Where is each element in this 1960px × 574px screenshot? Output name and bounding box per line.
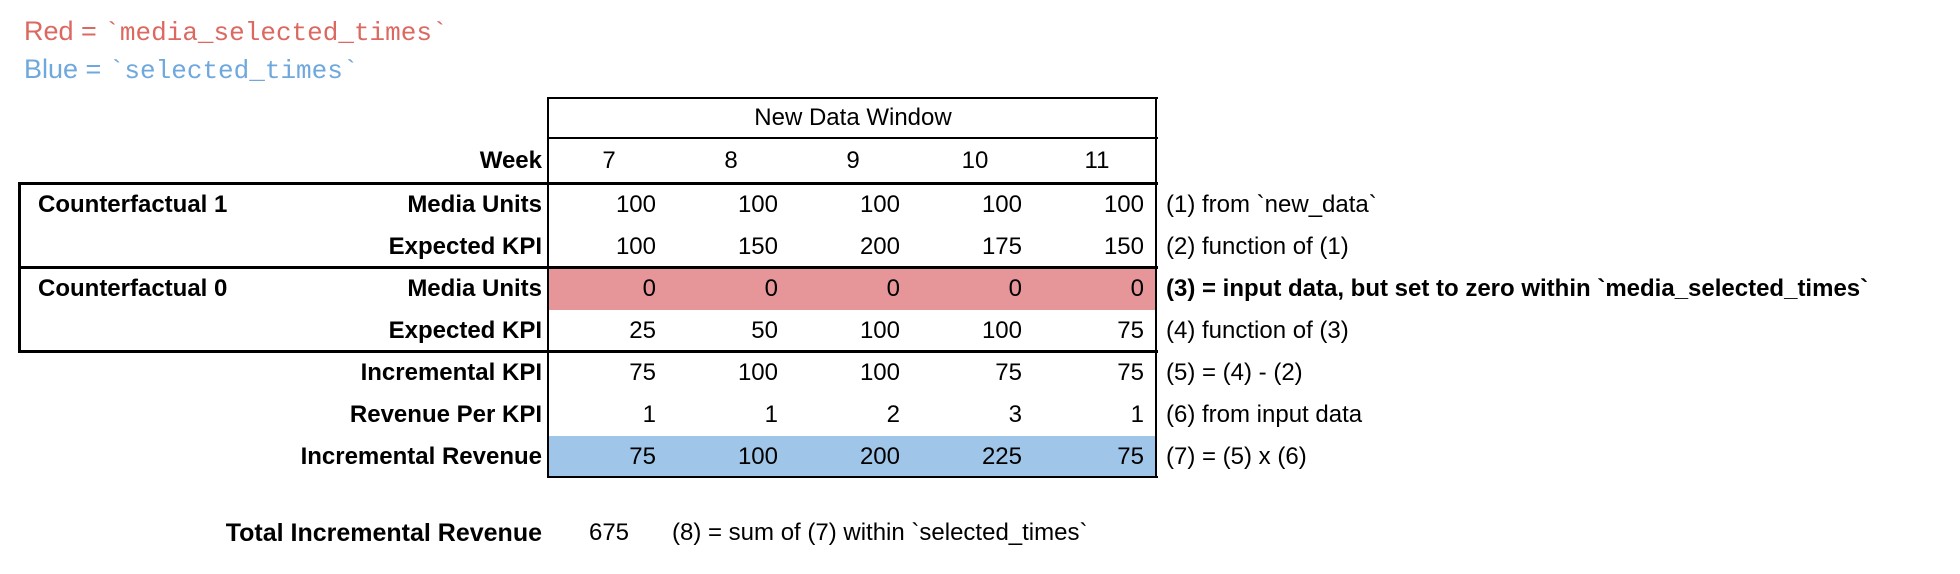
table-cell: 0 (642, 275, 656, 302)
legend-blue-label: Blue (24, 54, 79, 84)
total-incremental-revenue-label: Total Incremental Revenue (225, 519, 542, 547)
table-cell: 150 (1103, 233, 1144, 260)
note-5: (5) = (4) - (2) (1166, 359, 1303, 386)
table-cell: 175 (981, 233, 1022, 260)
legend-blue-eq: = (78, 54, 109, 84)
table-cell: 0 (1008, 275, 1022, 302)
cf1-top-border (18, 182, 1158, 185)
table-cell: 200 (859, 233, 900, 260)
counterfactual-0-label: Counterfactual 0 (38, 275, 228, 302)
table-cell: 225 (981, 443, 1022, 470)
table-cell: 0 (764, 275, 778, 302)
selected-times-highlight (549, 436, 1156, 478)
table-cell: 75 (1117, 359, 1144, 386)
note-3: (3) = input data, but set to zero within… (1166, 275, 1869, 302)
row-label-expected-kpi-cf1: Expected KPI (388, 233, 542, 260)
grid-bottom-border (548, 476, 1158, 478)
total-incremental-revenue-value: 675 (588, 519, 630, 546)
legend-red-eq: = (73, 16, 105, 46)
table-cell: 100 (1103, 191, 1144, 218)
counterfactual-1-label: Counterfactual 1 (38, 191, 228, 218)
table-cell: 100 (737, 359, 778, 386)
table-cell: 25 (629, 317, 656, 344)
legend-red-line: Red = `media_selected_times` (24, 14, 448, 50)
table-cell: 100 (615, 233, 656, 260)
note-4: (4) function of (3) (1166, 317, 1349, 344)
table-cell: 100 (737, 443, 778, 470)
table-cell: 100 (859, 317, 900, 344)
cf0-bottom-border (18, 350, 1158, 353)
table-cell: 0 (886, 275, 900, 302)
table-cell: 200 (859, 443, 900, 470)
table-cell: 75 (995, 359, 1022, 386)
week-row-label: Week (479, 147, 542, 174)
week-9: 9 (846, 147, 860, 174)
table-cell: 150 (737, 233, 778, 260)
week-7: 7 (602, 147, 616, 174)
legend-blue-code: `selected_times` (108, 56, 359, 86)
table-cell: 1 (642, 401, 656, 428)
row-label-media-units-cf0: Media Units (407, 275, 542, 302)
table-cell: 100 (981, 317, 1022, 344)
counterfactual-box-left-border (18, 182, 21, 353)
table-cell: 75 (1117, 443, 1144, 470)
note-8: (8) = sum of (7) within `selected_times` (672, 519, 1088, 546)
cf1-cf0-divider (18, 266, 1158, 269)
table-cell: 100 (859, 191, 900, 218)
week-8: 8 (724, 147, 738, 174)
table-cell: 100 (981, 191, 1022, 218)
legend-blue-line: Blue = `selected_times` (24, 52, 358, 88)
table-cell: 1 (764, 401, 778, 428)
row-label-incremental-revenue: Incremental Revenue (300, 443, 542, 470)
note-2: (2) function of (1) (1166, 233, 1349, 260)
header-top-border (548, 97, 1158, 99)
week-11: 11 (1084, 147, 1110, 174)
table-cell: 75 (1117, 317, 1144, 344)
table-cell: 1 (1130, 401, 1144, 428)
table-cell: 100 (737, 191, 778, 218)
note-6: (6) from input data (1166, 401, 1363, 428)
row-label-incremental-kpi: Incremental KPI (360, 359, 542, 386)
week-10: 10 (961, 147, 989, 174)
row-label-expected-kpi-cf0: Expected KPI (388, 317, 542, 344)
media-selected-times-highlight (549, 268, 1156, 310)
table-cell: 50 (751, 317, 778, 344)
table-cell: 3 (1008, 401, 1022, 428)
row-label-revenue-per-kpi: Revenue Per KPI (349, 401, 542, 428)
header-bottom-border (548, 137, 1158, 139)
grid-left-border (547, 97, 549, 478)
new-data-window-header: New Data Window (754, 104, 952, 131)
table-cell: 0 (1130, 275, 1144, 302)
table-cell: 75 (629, 359, 656, 386)
row-label-media-units-cf1: Media Units (407, 191, 542, 218)
legend-red-code: `media_selected_times` (104, 18, 448, 48)
table-cell: 100 (615, 191, 656, 218)
legend-red-label: Red (24, 16, 74, 46)
note-7: (7) = (5) x (6) (1166, 443, 1307, 470)
note-1: (1) from `new_data` (1166, 191, 1377, 218)
table-cell: 75 (629, 443, 656, 470)
table-cell: 100 (859, 359, 900, 386)
table-cell: 2 (886, 401, 900, 428)
grid-right-border (1155, 97, 1157, 478)
